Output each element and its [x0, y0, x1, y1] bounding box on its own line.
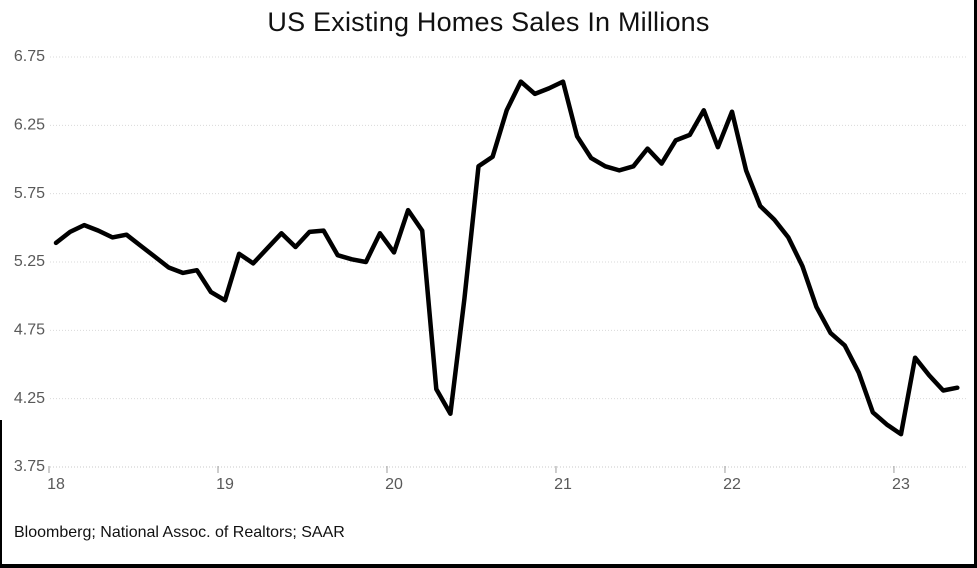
- y-tick-label: 4.25: [14, 390, 45, 407]
- y-tick-label: 4.75: [14, 322, 45, 339]
- x-tick-label: 20: [385, 476, 403, 493]
- window-border-left: [0, 420, 2, 568]
- window-border-right: [974, 0, 977, 568]
- x-tick-label: 18: [47, 476, 65, 493]
- y-tick-label: 5.25: [14, 253, 45, 270]
- y-tick-label: 6.75: [14, 48, 45, 65]
- y-tick-label: 3.75: [14, 458, 45, 475]
- x-tick-label: 21: [554, 476, 572, 493]
- x-tick-label: 23: [892, 476, 910, 493]
- window-border-bottom: [0, 564, 977, 568]
- y-tick-label: 6.25: [14, 117, 45, 134]
- chart-title: US Existing Homes Sales In Millions: [267, 7, 710, 37]
- series-line: [53, 79, 960, 437]
- y-tick-label: 5.75: [14, 185, 45, 202]
- source-note: Bloomberg; National Assoc. of Realtors; …: [14, 524, 345, 541]
- x-tick-label: 22: [723, 476, 741, 493]
- x-tick-label: 19: [216, 476, 234, 493]
